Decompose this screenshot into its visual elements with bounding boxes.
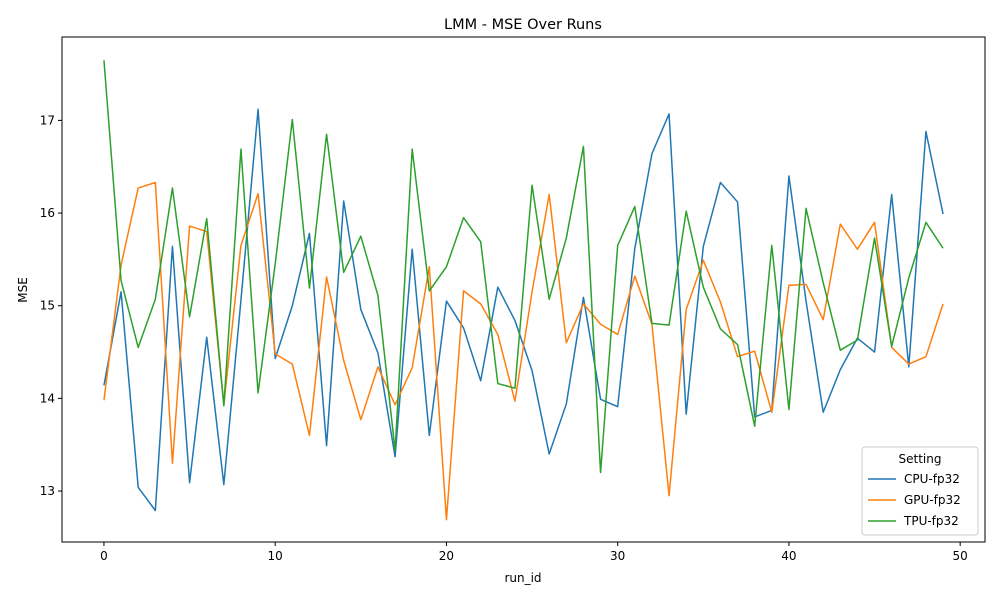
legend-label-cpu-fp32: CPU-fp32 — [904, 472, 960, 486]
y-tick-label: 13 — [40, 484, 55, 498]
x-tick-label: 50 — [953, 549, 968, 563]
plot-frame — [61, 36, 986, 543]
y-tick-label: 15 — [40, 299, 55, 313]
legend-title: Setting — [899, 452, 942, 466]
legend: Setting CPU-fp32 GPU-fp32 TPU-fp32 — [861, 446, 979, 536]
legend-label-tpu-fp32: TPU-fp32 — [903, 514, 959, 528]
y-tick-label: 14 — [40, 391, 55, 405]
series-layer — [103, 60, 944, 521]
y-tick-label: 17 — [40, 113, 55, 127]
chart-title: LMM - MSE Over Runs — [444, 17, 602, 33]
x-axis: 0 10 20 30 40 50 — [100, 542, 968, 563]
x-axis-label: run_id — [504, 571, 541, 585]
legend-label-gpu-fp32: GPU-fp32 — [904, 493, 961, 507]
x-tick-label: 30 — [610, 549, 625, 563]
series-line-gpu-fp32 — [103, 181, 944, 521]
x-tick-label: 10 — [268, 549, 283, 563]
y-tick-label: 16 — [40, 206, 55, 220]
x-tick-label: 40 — [781, 549, 796, 563]
y-axis: 13 14 15 16 17 — [40, 113, 62, 498]
series-line-tpu-fp32 — [103, 60, 944, 474]
x-tick-label: 0 — [100, 549, 108, 563]
legend-box — [861, 446, 979, 536]
y-axis-label: MSE — [16, 277, 30, 303]
x-tick-label: 20 — [439, 549, 454, 563]
